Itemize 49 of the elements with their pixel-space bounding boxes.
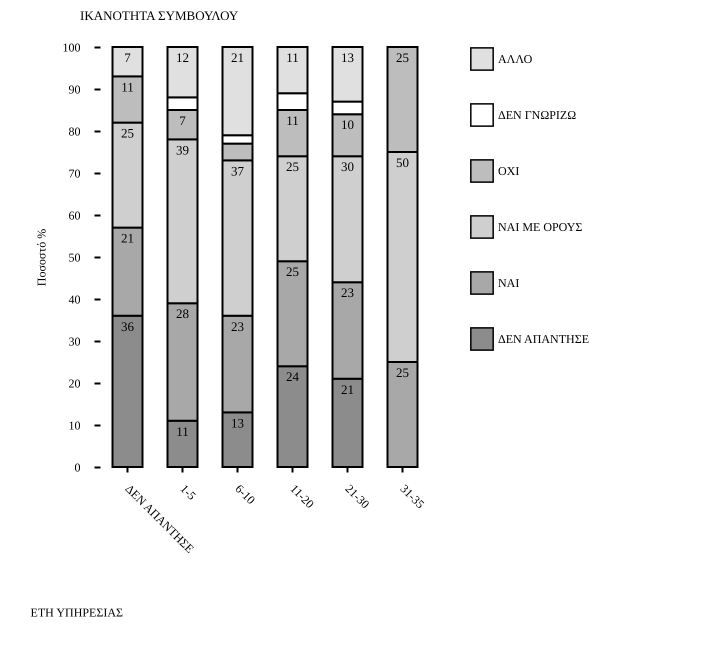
y-axis-title: Ποσοστό % — [34, 228, 48, 286]
data-label: 25 — [121, 126, 134, 141]
data-label: 25 — [286, 264, 299, 280]
legend-label: ΝΑΙ — [498, 276, 520, 290]
legend-label: ΔΕΝ ΑΠΑΝΤΗΣΕ — [498, 332, 590, 346]
y-tick-label: 80 — [68, 124, 80, 138]
x-axis-title: ΕΤΗ ΥΠΗΡΕΣΙΑΣ — [30, 606, 124, 620]
data-label: 50 — [396, 155, 409, 170]
legend-label: ΝΑΙ ΜΕ ΟΡΟΥΣ — [498, 220, 582, 234]
data-label: 7 — [179, 113, 186, 128]
x-tick-label: 1-5 — [178, 482, 199, 503]
y-tick-label: 10 — [68, 418, 80, 432]
data-label: 13 — [341, 50, 354, 65]
data-label: 11 — [286, 113, 299, 128]
data-label: 13 — [231, 415, 244, 430]
data-label: 30 — [341, 159, 354, 174]
data-label: 37 — [231, 163, 244, 178]
data-label: 25 — [396, 365, 409, 380]
data-label: 11 — [176, 424, 189, 439]
legend-label: ΟΧΙ — [498, 164, 520, 178]
data-label: 23 — [341, 285, 354, 300]
data-label: 11 — [121, 79, 134, 94]
y-tick-label: 60 — [68, 208, 80, 222]
data-label: 28 — [176, 306, 189, 322]
data-label: 39 — [176, 142, 189, 158]
legend-label: ΑΛΛΟ — [498, 52, 533, 66]
y-tick-label: 100 — [62, 40, 80, 54]
legend-label: ΔΕΝ ΓΝΩΡΙΖΩ — [498, 108, 576, 122]
y-tick-label: 90 — [68, 82, 80, 96]
y-tick-label: 20 — [68, 376, 80, 390]
data-label: 25 — [286, 159, 299, 174]
y-tick-label: 30 — [68, 334, 80, 348]
data-label: 21 — [341, 382, 354, 397]
data-label: 21 — [121, 230, 134, 246]
data-label: 7 — [124, 50, 132, 65]
data-label: 24 — [286, 369, 300, 384]
data-label: 25 — [396, 50, 409, 65]
data-label: 21 — [231, 50, 244, 65]
data-label: 11 — [286, 50, 299, 65]
y-tick-label: 40 — [68, 292, 80, 306]
data-label: 10 — [341, 117, 354, 132]
data-label: 23 — [231, 318, 244, 334]
x-tick-label: 6-10 — [232, 482, 258, 508]
data-label: 36 — [121, 318, 134, 334]
chart-title: ΙΚΑΝΟΤΗΤΑ ΣΥΜΒΟΥΛΟΥ — [80, 8, 239, 23]
y-tick-label: 70 — [68, 166, 80, 180]
data-label: 12 — [176, 50, 189, 65]
y-tick-label: 50 — [68, 250, 80, 264]
y-tick-label: 0 — [74, 460, 80, 474]
